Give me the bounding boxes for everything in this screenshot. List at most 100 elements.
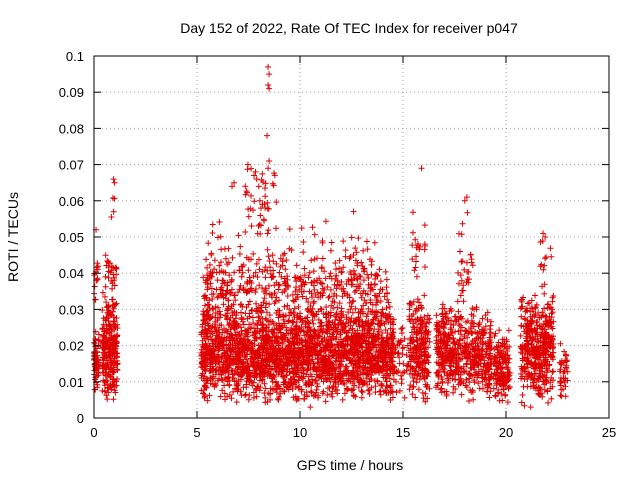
data-point <box>464 276 471 283</box>
data-point <box>396 354 403 361</box>
data-point <box>351 364 358 371</box>
data-point <box>281 250 288 257</box>
data-point <box>270 372 277 379</box>
data-point <box>413 273 420 280</box>
data-point <box>105 274 112 281</box>
data-point <box>111 348 118 355</box>
x-tick-label: 20 <box>499 425 513 440</box>
data-point <box>256 282 263 289</box>
data-point <box>244 161 251 168</box>
data-point <box>108 277 115 284</box>
data-point <box>298 386 305 393</box>
chart-title: Day 152 of 2022, Rate Of TEC Index for r… <box>180 20 518 36</box>
data-point <box>267 318 274 325</box>
data-point <box>309 224 316 231</box>
data-point <box>256 221 263 228</box>
data-point <box>300 238 307 245</box>
data-point <box>112 265 119 272</box>
data-point <box>266 85 273 92</box>
data-point <box>259 170 266 177</box>
data-point <box>518 399 525 406</box>
data-point <box>209 221 216 228</box>
data-point <box>537 263 544 270</box>
data-point <box>228 395 235 402</box>
data-point <box>387 313 394 320</box>
data-point <box>284 293 291 300</box>
data-point <box>110 208 117 215</box>
data-point <box>378 309 385 316</box>
data-point <box>409 242 416 249</box>
data-point <box>352 245 359 252</box>
data-point <box>313 386 320 393</box>
data-point <box>458 258 465 265</box>
data-point <box>328 239 335 246</box>
data-point <box>103 315 110 322</box>
data-point <box>305 319 312 326</box>
data-point <box>364 271 371 278</box>
data-point <box>100 339 107 346</box>
data-point <box>410 229 417 236</box>
data-point <box>396 360 403 367</box>
data-point <box>101 293 108 300</box>
data-point <box>104 257 111 264</box>
data-point <box>469 262 476 269</box>
data-point <box>201 393 208 400</box>
data-point <box>265 63 272 70</box>
data-point <box>274 395 281 402</box>
data-point <box>229 254 236 261</box>
data-point <box>214 277 221 284</box>
data-point <box>351 288 358 295</box>
data-point <box>106 382 113 389</box>
data-point <box>475 380 482 387</box>
y-tick-label: 0.03 <box>59 302 84 317</box>
data-point <box>262 193 269 200</box>
data-point <box>202 382 209 389</box>
y-tick-labels: 00.010.020.030.040.050.060.070.080.090.1 <box>59 49 84 426</box>
data-point <box>216 359 223 365</box>
data-point <box>352 305 359 312</box>
data-point <box>266 258 273 265</box>
data-point <box>283 257 290 264</box>
data-point <box>415 386 422 393</box>
data-point <box>110 313 117 320</box>
data-point <box>103 299 110 306</box>
data-point <box>248 165 255 172</box>
data-point <box>266 71 273 78</box>
data-point <box>465 398 472 404</box>
data-point <box>248 222 255 229</box>
data-point <box>100 362 107 369</box>
data-point <box>273 199 280 206</box>
data-point <box>235 371 242 378</box>
data-point <box>114 325 121 332</box>
data-point <box>246 313 253 320</box>
data-point <box>458 391 465 398</box>
data-point <box>339 396 346 403</box>
data-point <box>333 328 340 335</box>
data-point <box>109 285 116 292</box>
data-point <box>102 273 109 280</box>
data-point <box>261 380 268 387</box>
data-point <box>454 298 461 305</box>
data-point <box>386 303 393 310</box>
data-point <box>242 183 249 190</box>
data-point <box>262 385 269 392</box>
data-point <box>110 396 117 403</box>
y-tick-label: 0.09 <box>59 85 84 100</box>
data-point <box>379 306 386 313</box>
data-point <box>265 227 272 234</box>
data-point <box>104 360 111 367</box>
data-point <box>263 300 270 307</box>
data-point <box>319 255 326 262</box>
data-point <box>387 325 394 332</box>
data-point <box>218 371 225 378</box>
data-point <box>113 314 120 321</box>
data-point <box>318 337 325 344</box>
data-point <box>450 335 457 342</box>
data-point <box>111 195 118 202</box>
data-point <box>265 81 272 88</box>
data-point <box>320 378 327 385</box>
data-point <box>248 192 255 199</box>
data-point <box>238 273 245 280</box>
data-point <box>419 389 426 396</box>
